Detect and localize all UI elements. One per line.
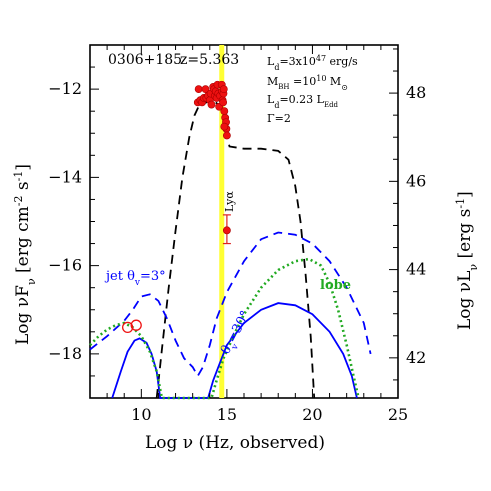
x-tick-label-10: 10 [131,405,151,424]
param-block: Ld=3x1047 erg/s MBH =1010 M⊙ Ld=0.23 LEd… [267,54,358,126]
data-point-30 [222,131,231,140]
param-bh-mass: MBH =1010 M⊙ [267,74,348,92]
lya-band-group [219,45,225,398]
y-tick-label--18: −18 [48,344,82,363]
series-line-2 [111,302,358,399]
lya-label: Lyα [223,191,236,212]
y-tick-label--12: −12 [48,79,82,98]
y-right-tick-label-42: 42 [406,348,426,367]
y-axis-title: Log νFν [erg cm-2 s-1] [12,164,38,345]
lya-band [219,45,225,398]
x-tick-label-20: 20 [302,405,322,424]
radio-point-0 [121,321,134,334]
radio-point-1 [130,319,142,331]
param-disk-luminosity: Ld=3x1047 erg/s [267,54,358,72]
data-point-1 [194,85,203,94]
y-tick-label--16: −16 [48,256,82,275]
data-point-32 [222,226,231,235]
data-point-10 [207,100,216,109]
param-gamma: Γ=2 [267,112,291,125]
y-right-tick-label-46: 46 [406,171,426,190]
data-point-5 [201,85,210,94]
data-point-25 [219,85,228,94]
redshift-label: z=5.363 [180,52,239,68]
lobe-label: lobe [320,278,351,293]
jet-3deg-label: jet θv=3° [104,269,166,288]
source-name: 0306+185 [108,52,182,68]
x-tick-label-25: 25 [388,405,408,424]
y-tick-label--14: −14 [48,167,82,186]
plot-frame [89,44,399,399]
y-axis-right-title: Log νLν [erg s-1] [454,191,480,330]
param-eddington: Ld=0.23 LEdd [267,93,339,110]
series-line-0 [155,99,316,399]
data-point-26 [220,107,229,116]
data-points [121,80,231,334]
y-right-tick-label-44: 44 [406,260,426,279]
axis-ticks: 10 15 20 25 −12 −14 −16 −18 48 46 44 42 [48,44,426,424]
data-point-23 [219,98,228,107]
x-tick-label-15: 15 [217,405,237,424]
x-axis-title: Log ν (Hz, observed) [145,433,325,453]
y-right-tick-label-48: 48 [406,83,426,102]
data-point-31 [220,122,229,131]
